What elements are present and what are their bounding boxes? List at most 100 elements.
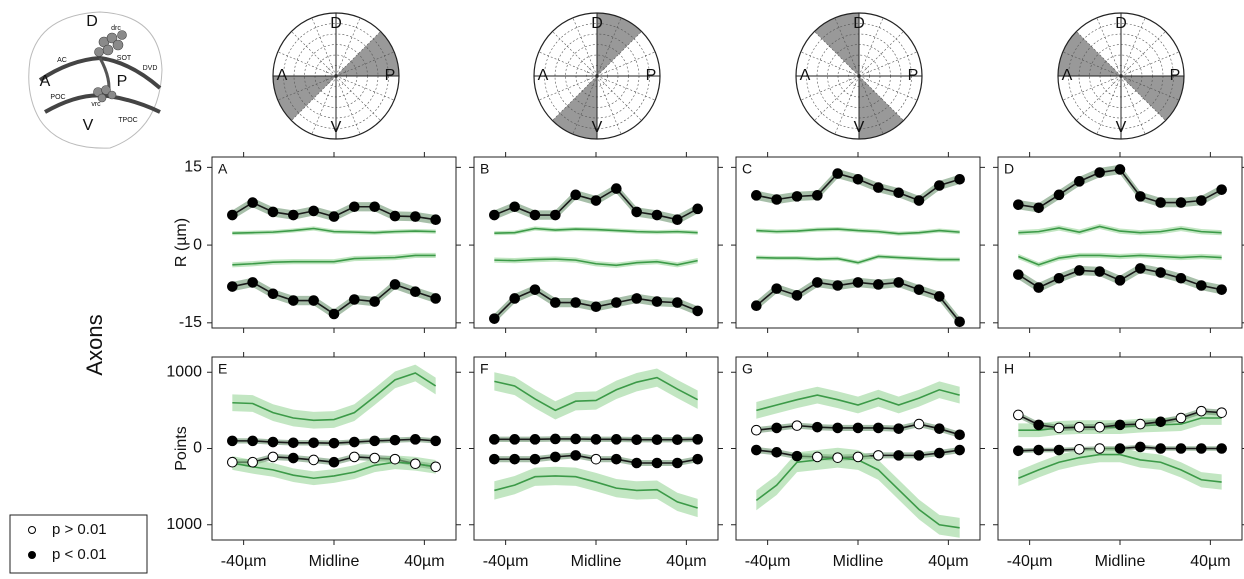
data-point [410,458,421,470]
data-point [913,195,925,206]
polar-spoke [335,17,361,77]
panel: A 15 0 -15 R (µm) [173,152,461,333]
polar-spoke [596,75,656,101]
plot-frame [211,156,457,329]
series-line [494,376,699,412]
data-point [1196,195,1207,206]
data-point [1094,266,1105,277]
data-point [1175,197,1187,208]
data-point [751,424,762,436]
shaded-sector [336,31,399,77]
data-point [651,296,663,307]
data-point [509,453,520,465]
error-band [494,256,698,268]
polar-spoke [1120,75,1146,135]
data-point [570,433,581,445]
data-point [389,453,401,465]
data-point [489,453,500,465]
polar-spoke [538,75,598,101]
data-point [1175,412,1187,424]
polar-spoke [291,75,337,121]
data-point [328,437,340,449]
data-point [509,293,520,304]
shaded-sector [1121,76,1184,121]
shaded-sector [814,13,859,76]
panel: D [993,152,1244,333]
data-point [308,437,319,449]
data-point [288,452,299,464]
data-point [812,451,823,463]
data-point [893,187,904,199]
y-tick-label: 1000 [166,363,202,380]
inset-label: POC [50,94,65,101]
legend-marker [28,551,36,559]
panel-label: F [480,361,489,377]
data-point [308,454,319,466]
data-point [410,434,421,445]
data-point [1074,443,1085,455]
polar-spoke [858,75,904,121]
data-point [631,206,642,218]
data-point [328,456,340,468]
polar-label: P [385,67,396,84]
data-point [1114,164,1126,175]
inset-brain [28,11,163,149]
inset-label: P [117,73,128,90]
series-line [232,254,436,266]
inset-label: D [86,13,98,30]
data-point [1175,443,1187,454]
data-point [1033,419,1044,431]
data-point [832,422,843,434]
legend-box [9,514,148,574]
data-point [1135,441,1146,453]
error-band [756,381,960,419]
data-point [812,190,823,201]
data-point [349,201,360,213]
x-tick-label: 40µm [1190,553,1230,570]
series-line [1018,453,1222,483]
data-point [832,168,843,179]
data-point [389,434,401,446]
data-point [692,305,703,317]
data-point [590,453,602,465]
polar-spoke [1062,75,1122,101]
data-point [651,434,663,446]
data-point [489,434,500,445]
inset-label: SOT [117,55,132,62]
data-point [1074,176,1085,187]
data-point [651,209,663,221]
data-point [247,277,258,288]
data-point [509,201,520,213]
data-point [288,209,299,221]
data-point [692,434,703,445]
y-tick-label: 0 [193,236,202,253]
data-point [832,452,843,463]
panel-label: C [742,161,752,177]
data-point [1094,421,1105,433]
inset-label: TPOC [118,117,137,124]
data-point [771,194,782,205]
data-point [430,435,441,447]
polar-spoke [814,31,860,77]
x-tick-label: -40µm [483,553,529,570]
data-point [410,211,421,222]
data-point [509,434,520,445]
data-point [1196,405,1207,417]
polar-spoke [291,31,337,77]
polar-outline [533,12,661,140]
polar-spoke [1120,17,1146,77]
data-point [791,290,803,301]
shaded-sector [859,76,904,139]
data-point [529,284,541,295]
x-tick-label: 40µm [404,553,444,570]
legend-label: p < 0.01 [52,546,107,563]
data-point [550,297,561,308]
data-point [389,279,401,290]
data-point [1013,409,1024,421]
error-band [232,455,436,486]
polar-spoke [311,75,337,135]
polar-label: A [538,67,549,84]
x-tick-label: Midline [309,553,360,570]
data-point [288,295,299,306]
polar-diagram: D P V A [795,12,923,140]
